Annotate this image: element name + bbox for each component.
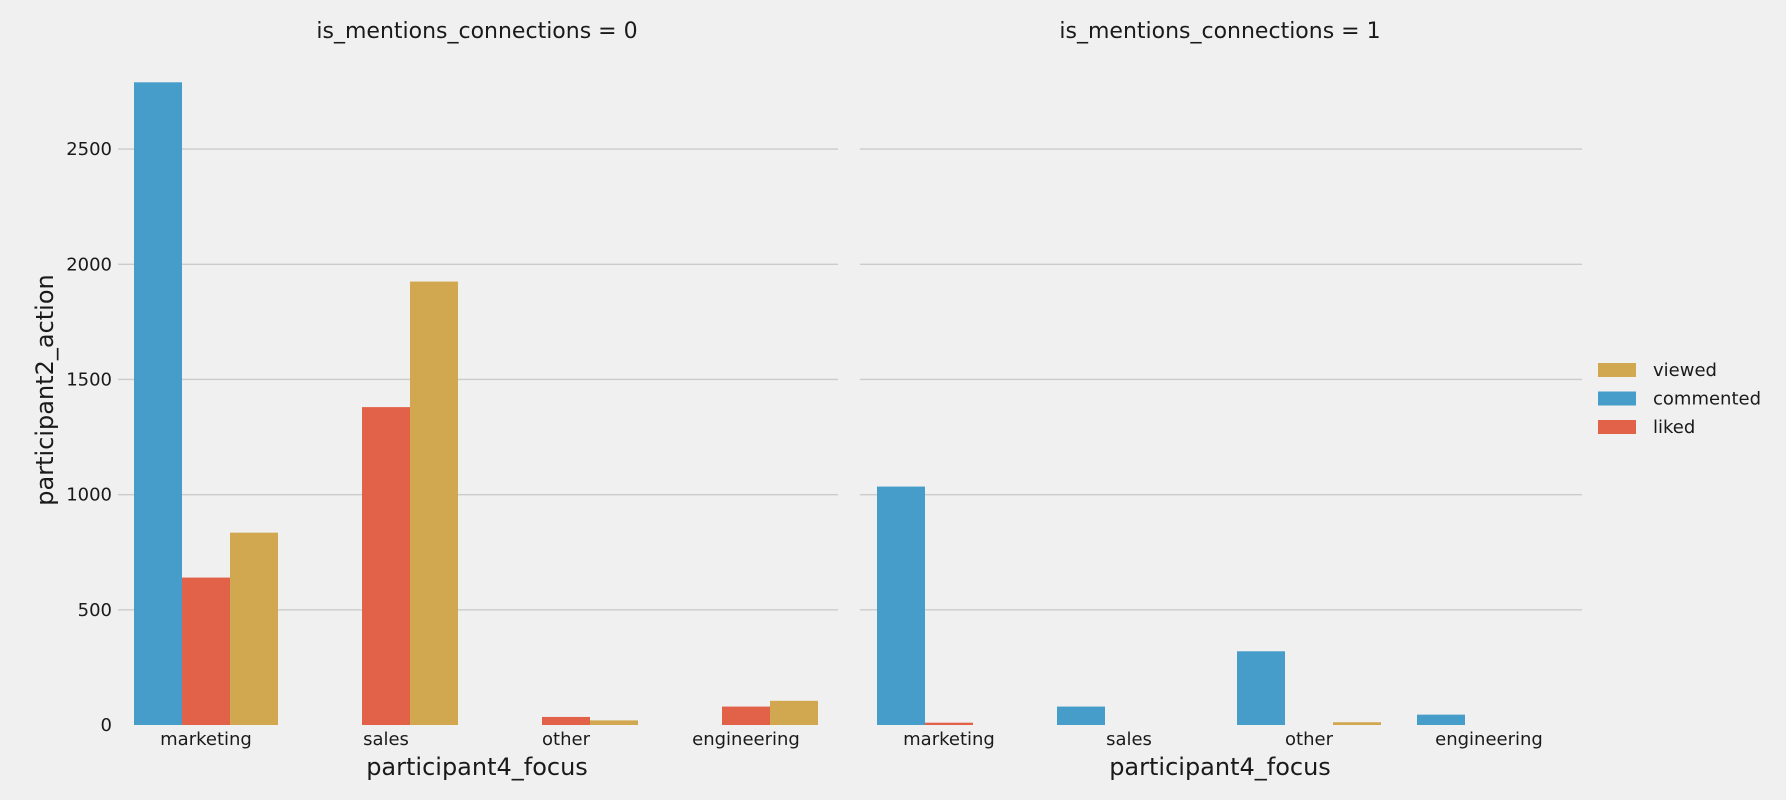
x-tick-label-0-1: sales [363, 729, 409, 750]
x-tick-label-0-2: other [542, 729, 591, 750]
bar-1-marketing-liked [925, 722, 973, 725]
bar-0-sales-viewed [410, 281, 458, 725]
y-tick-label-2: 1000 [66, 485, 112, 506]
x-tick-label-0-3: engineering [692, 729, 800, 750]
panel-0-x-ticks: marketing sales other engineering [160, 729, 800, 750]
bar-0-sales-liked [362, 407, 410, 725]
bar-0-other-viewed [590, 720, 638, 725]
panel-0-y-ticks: 0 500 1000 1500 2000 2500 [66, 139, 112, 736]
bar-1-marketing-commented [877, 486, 925, 725]
y-axis-label: participant2_action [31, 274, 59, 505]
bar-0-engineering-viewed [770, 700, 818, 725]
bar-0-marketing-liked [182, 577, 230, 725]
bar-1-other-commented [1237, 651, 1285, 725]
bar-0-engineering-liked [722, 706, 770, 725]
legend-swatch-viewed [1598, 363, 1636, 377]
panel-1-x-ticks: marketing sales other engineering [903, 729, 1543, 750]
bar-0-marketing-viewed [230, 532, 278, 725]
legend-label-liked: liked [1653, 417, 1695, 438]
y-tick-label-5: 2500 [66, 139, 112, 160]
bar-1-other-viewed [1333, 722, 1381, 725]
legend: viewed commented liked [1598, 360, 1761, 438]
bar-0-marketing-commented [134, 82, 182, 725]
legend-label-viewed: viewed [1653, 360, 1717, 381]
legend-swatch-liked [1598, 420, 1636, 434]
legend-label-commented: commented [1653, 389, 1761, 410]
x-tick-label-0-0: marketing [160, 729, 252, 750]
facet-panel-0: 0 500 1000 1500 2000 2500 marketing sales other… [66, 19, 838, 781]
x-tick-label-1-3: engineering [1435, 729, 1543, 750]
bar-1-engineering-commented [1417, 714, 1465, 725]
y-tick-label-0: 0 [101, 715, 112, 736]
y-tick-label-3: 1500 [66, 369, 112, 390]
bar-1-sales-commented [1057, 706, 1105, 725]
panel-0-gridlines [118, 148, 838, 611]
panel-0-title: is_mentions_connections = 0 [316, 19, 637, 44]
y-tick-label-4: 2000 [66, 254, 112, 275]
panel-1-gridlines [860, 148, 1582, 611]
x-tick-label-1-0: marketing [903, 729, 995, 750]
facet-panel-1: marketing sales other engineering is_mentio… [860, 19, 1582, 781]
panel-0-bars [134, 82, 818, 725]
x-tick-label-1-2: other [1285, 729, 1334, 750]
x-tick-label-1-1: sales [1106, 729, 1152, 750]
panel-1-x-axis-label: participant4_focus [1109, 753, 1331, 781]
legend-swatch-commented [1598, 391, 1636, 406]
panel-0-x-axis-label: participant4_focus [366, 753, 588, 781]
panel-1-title: is_mentions_connections = 1 [1059, 19, 1380, 44]
bar-0-other-liked [542, 716, 590, 725]
panel-1-bars [877, 486, 1465, 725]
y-tick-label-1: 500 [78, 600, 112, 621]
